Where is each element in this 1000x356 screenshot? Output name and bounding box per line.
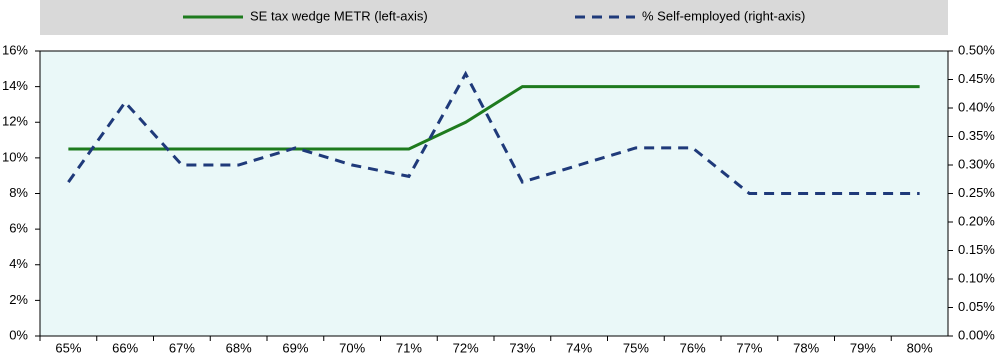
y2-tick-label: 0.50%: [958, 42, 995, 57]
y2-tick-label: 0.30%: [958, 156, 995, 171]
y-tick-label: 16%: [2, 42, 28, 57]
y-tick-label: 0%: [9, 327, 28, 342]
x-tick-label: 67%: [169, 340, 195, 355]
x-tick-label: 69%: [282, 340, 308, 355]
y2-tick-label: 0.15%: [958, 242, 995, 257]
y-tick-label: 4%: [9, 256, 28, 271]
series-line: [68, 85, 920, 151]
y2-tick-label: 0.35%: [958, 128, 995, 143]
y-tick-label: 12%: [2, 114, 28, 129]
plot-area: [39, 50, 949, 337]
y-tick-label: 10%: [2, 149, 28, 164]
x-tick-label: 78%: [793, 340, 819, 355]
x-tick-label: 73%: [509, 340, 535, 355]
legend-label: SE tax wedge METR (left-axis): [250, 8, 428, 23]
x-tick-label: 66%: [112, 340, 138, 355]
y2-tick-label: 0.45%: [958, 71, 995, 86]
y2-tick-label: 0.00%: [958, 327, 995, 342]
legend-label: % Self-employed (right-axis): [642, 8, 805, 23]
x-tick-label: 70%: [339, 340, 365, 355]
x-tick-label: 72%: [453, 340, 479, 355]
y2-tick-label: 0.20%: [958, 213, 995, 228]
y-tick-label: 14%: [2, 78, 28, 93]
x-tick-label: 74%: [566, 340, 592, 355]
y2-tick-label: 0.10%: [958, 270, 995, 285]
y-tick-label: 8%: [9, 185, 28, 200]
y2-tick-label: 0.25%: [958, 185, 995, 200]
x-tick-label: 76%: [680, 340, 706, 355]
y-tick-label: 2%: [9, 292, 28, 307]
x-tick-label: 79%: [850, 340, 876, 355]
y2-tick-label: 0.40%: [958, 99, 995, 114]
x-tick-label: 71%: [396, 340, 422, 355]
x-tick-label: 68%: [226, 340, 252, 355]
x-tick-label: 77%: [736, 340, 762, 355]
x-tick-label: 80%: [907, 340, 933, 355]
y2-tick-label: 0.05%: [958, 299, 995, 314]
x-tick-label: 75%: [623, 340, 649, 355]
legend-box: [40, 0, 948, 35]
y-tick-label: 6%: [9, 221, 28, 236]
series-line: [67, 70, 920, 195]
x-tick-label: 65%: [55, 340, 81, 355]
